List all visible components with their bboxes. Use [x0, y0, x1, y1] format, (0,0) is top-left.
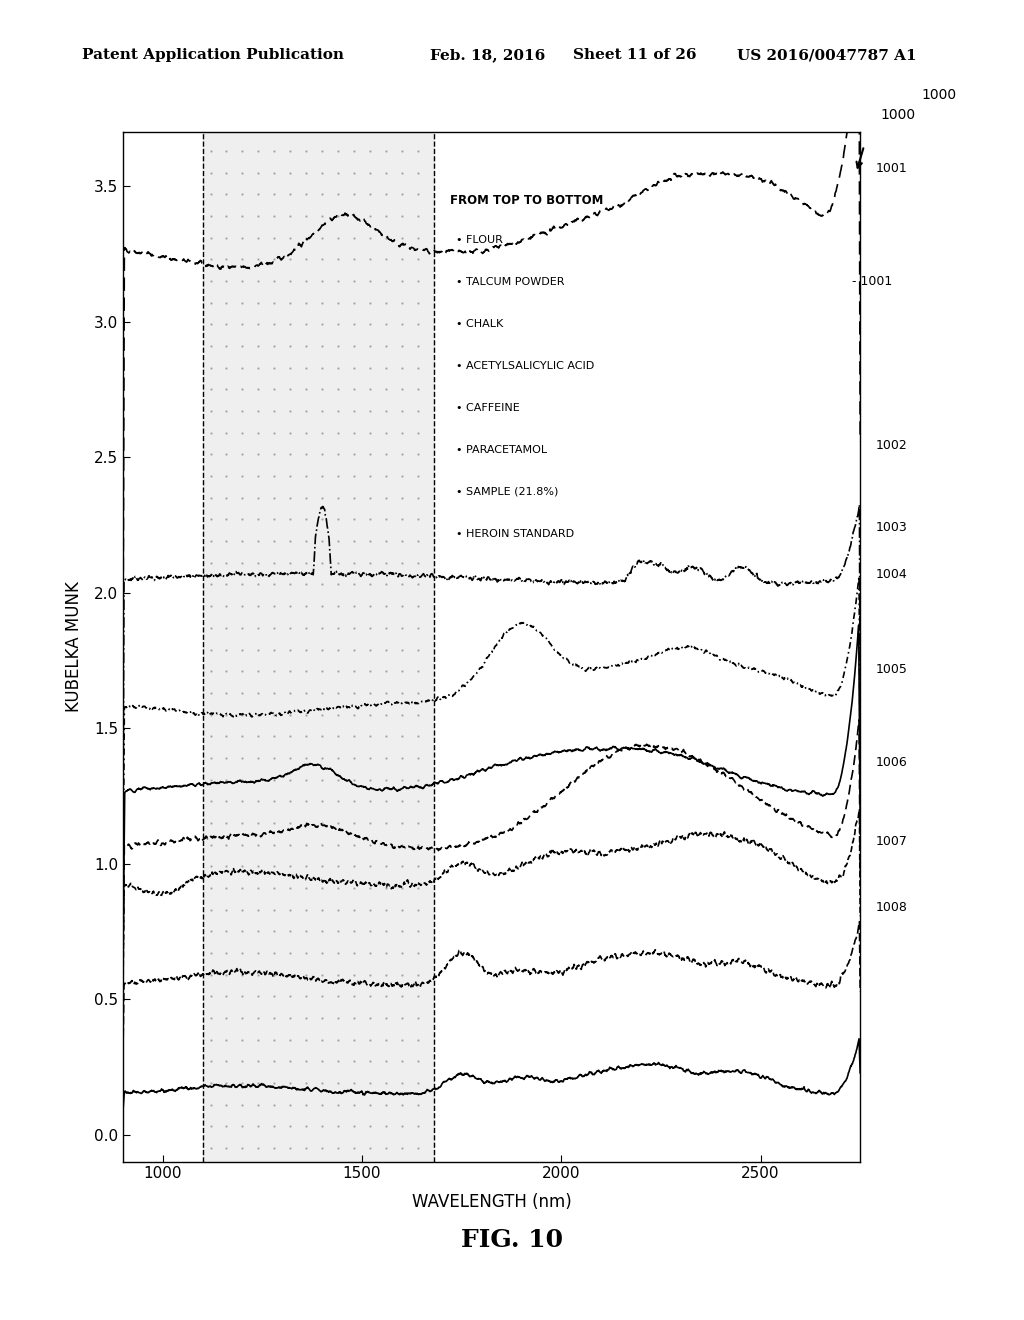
Text: 1004: 1004 — [876, 568, 907, 581]
X-axis label: WAVELENGTH (nm): WAVELENGTH (nm) — [412, 1192, 571, 1210]
Y-axis label: KUBELKA MUNK: KUBELKA MUNK — [65, 581, 83, 713]
Text: 1008: 1008 — [876, 900, 907, 913]
Text: - 1001: - 1001 — [852, 275, 893, 288]
Text: FROM TOP TO BOTTOM: FROM TOP TO BOTTOM — [450, 194, 603, 207]
Text: Patent Application Publication: Patent Application Publication — [82, 49, 344, 62]
Bar — [203, 132, 434, 1162]
Text: 1007: 1007 — [876, 834, 907, 847]
Text: • CAFFEINE: • CAFFEINE — [456, 403, 519, 413]
Text: FIG. 10: FIG. 10 — [461, 1229, 563, 1253]
Text: • SAMPLE (21.8%): • SAMPLE (21.8%) — [456, 487, 558, 496]
Text: 1000: 1000 — [922, 88, 956, 102]
Text: • FLOUR: • FLOUR — [456, 235, 503, 246]
Text: 1005: 1005 — [876, 663, 907, 676]
Text: • ACETYLSALICYLIC ACID: • ACETYLSALICYLIC ACID — [456, 360, 594, 371]
Text: • CHALK: • CHALK — [456, 319, 503, 329]
Text: • TALCUM POWDER: • TALCUM POWDER — [456, 277, 564, 286]
Text: 1000: 1000 — [881, 108, 915, 121]
Text: 1002: 1002 — [876, 438, 907, 451]
Text: Sheet 11 of 26: Sheet 11 of 26 — [573, 49, 697, 62]
Text: • PARACETAMOL: • PARACETAMOL — [456, 445, 547, 455]
Text: • HEROIN STANDARD: • HEROIN STANDARD — [456, 529, 573, 539]
Text: US 2016/0047787 A1: US 2016/0047787 A1 — [737, 49, 916, 62]
Text: Feb. 18, 2016: Feb. 18, 2016 — [430, 49, 546, 62]
Text: 1001: 1001 — [876, 161, 907, 174]
Text: 1006: 1006 — [876, 755, 907, 768]
Text: 1003: 1003 — [876, 520, 907, 533]
